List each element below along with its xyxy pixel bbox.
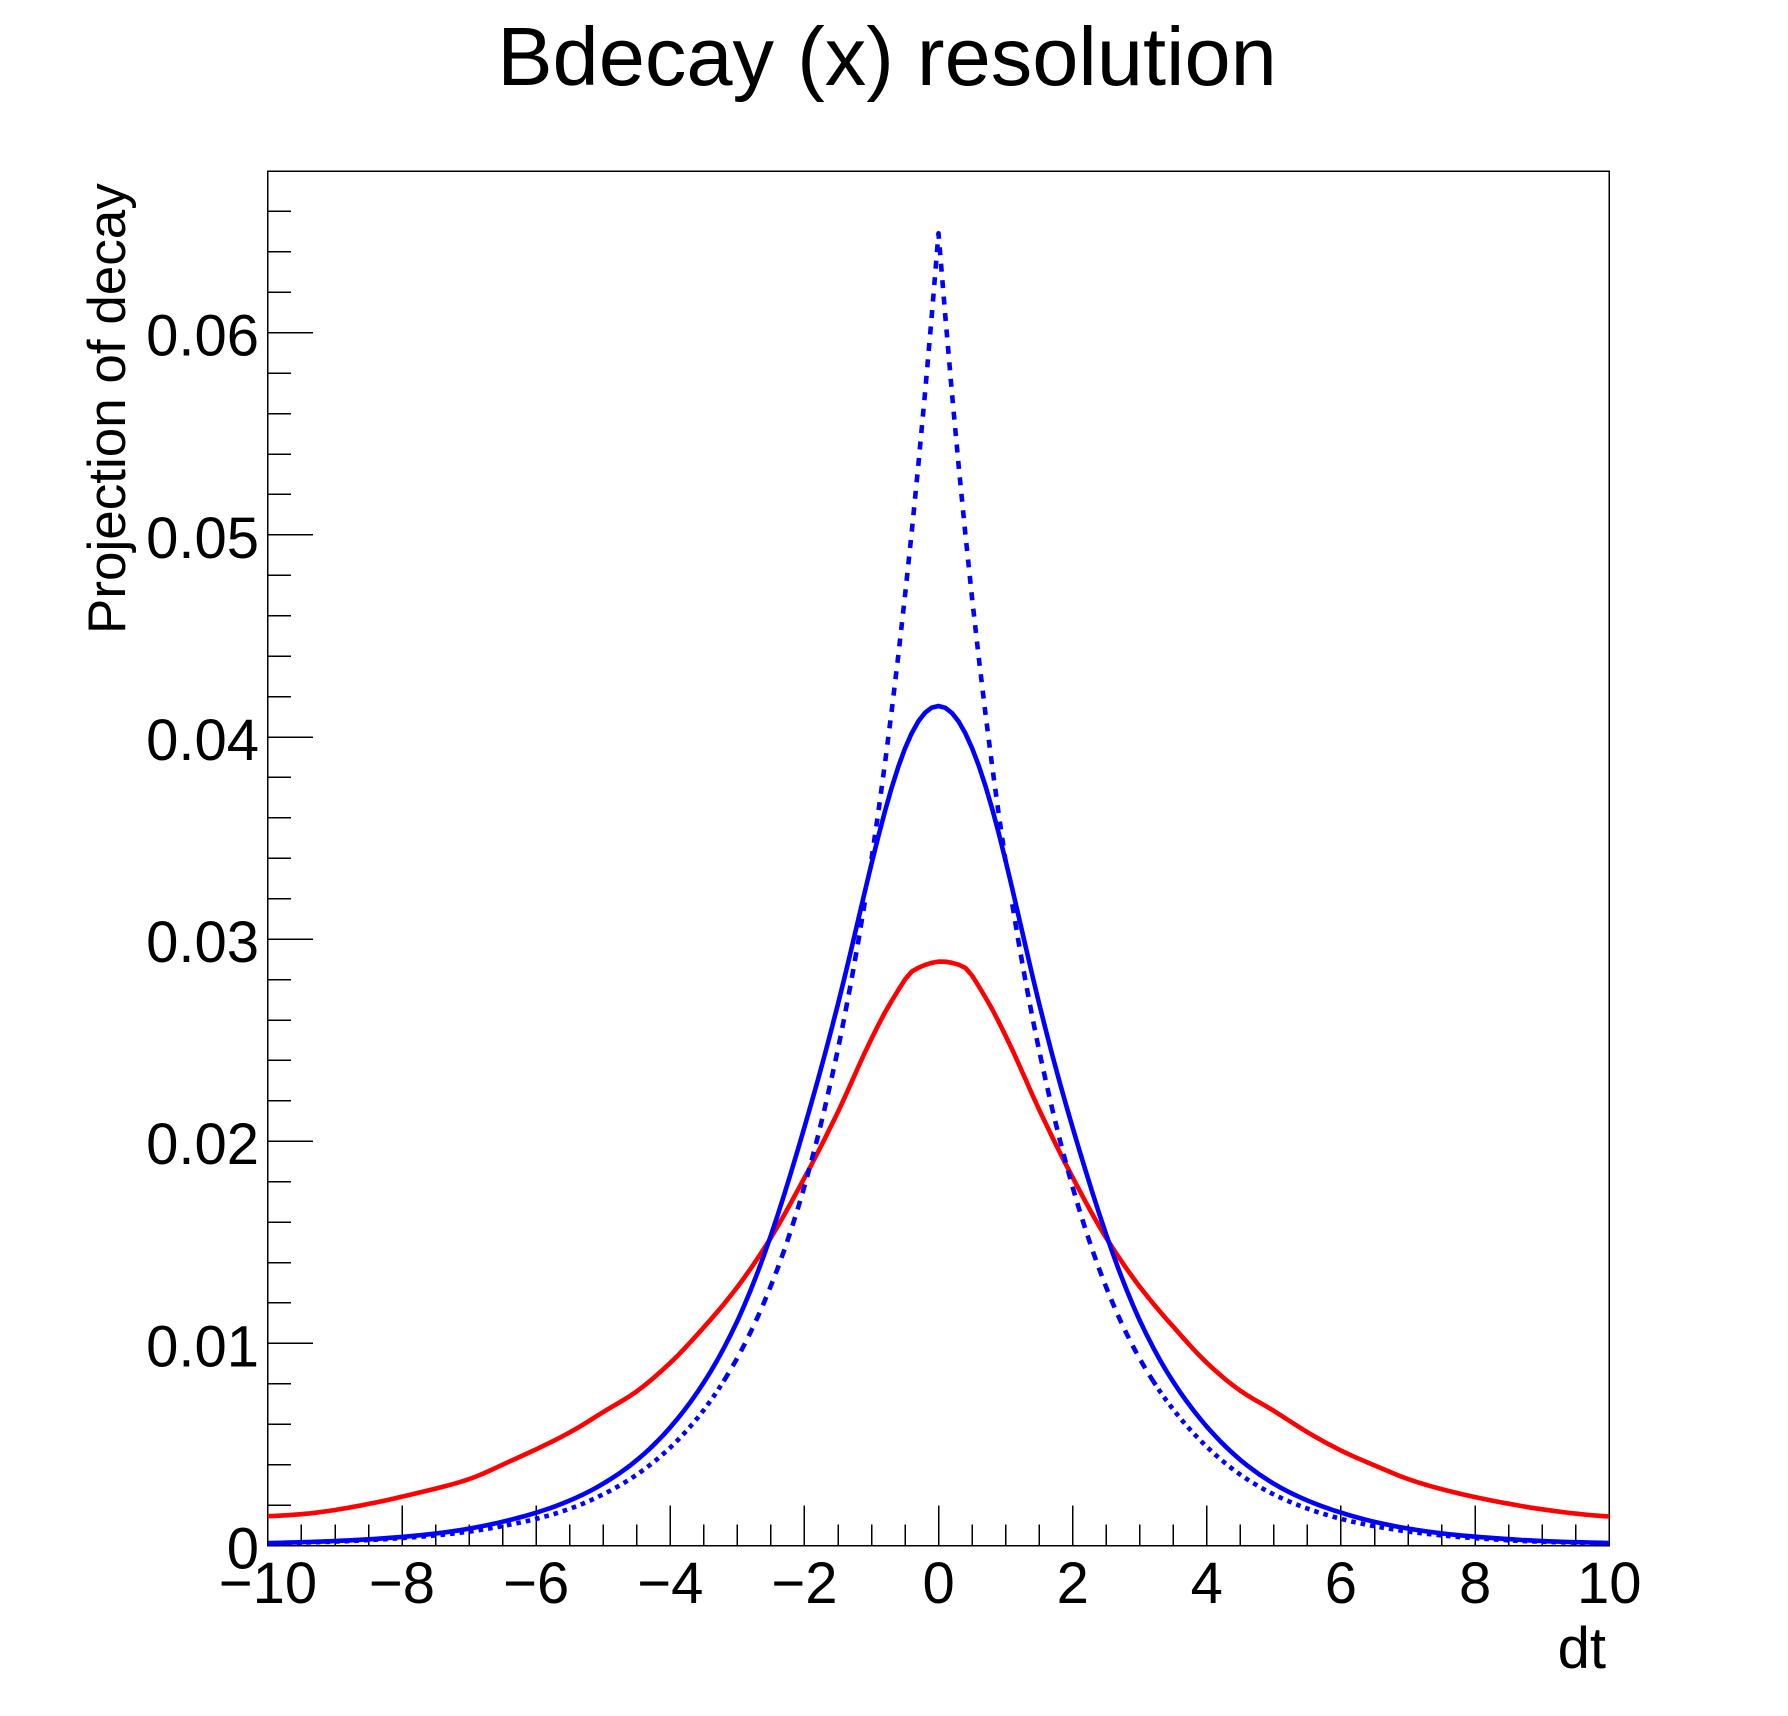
svg-text:−2: −2 xyxy=(771,1551,837,1616)
svg-text:−4: −4 xyxy=(637,1551,703,1616)
svg-text:8: 8 xyxy=(1459,1551,1491,1616)
svg-text:0.03: 0.03 xyxy=(146,910,259,975)
svg-text:6: 6 xyxy=(1325,1551,1357,1616)
svg-text:0: 0 xyxy=(227,1517,259,1582)
svg-text:Bdecay (x) resolution: Bdecay (x) resolution xyxy=(497,10,1277,103)
svg-text:−6: −6 xyxy=(503,1551,569,1616)
svg-text:2: 2 xyxy=(1057,1551,1089,1616)
svg-text:4: 4 xyxy=(1191,1551,1223,1616)
svg-text:0.02: 0.02 xyxy=(146,1112,259,1177)
svg-text:0: 0 xyxy=(922,1551,954,1616)
svg-text:dt: dt xyxy=(1558,1616,1606,1681)
svg-text:Projection of decay: Projection of decay xyxy=(78,183,137,634)
svg-text:10: 10 xyxy=(1577,1551,1642,1616)
svg-text:0.01: 0.01 xyxy=(146,1314,259,1379)
svg-text:−10: −10 xyxy=(219,1551,317,1616)
svg-text:0.06: 0.06 xyxy=(146,304,259,369)
svg-text:0.04: 0.04 xyxy=(146,708,259,773)
svg-text:−8: −8 xyxy=(369,1551,435,1616)
svg-text:0.05: 0.05 xyxy=(146,506,259,571)
